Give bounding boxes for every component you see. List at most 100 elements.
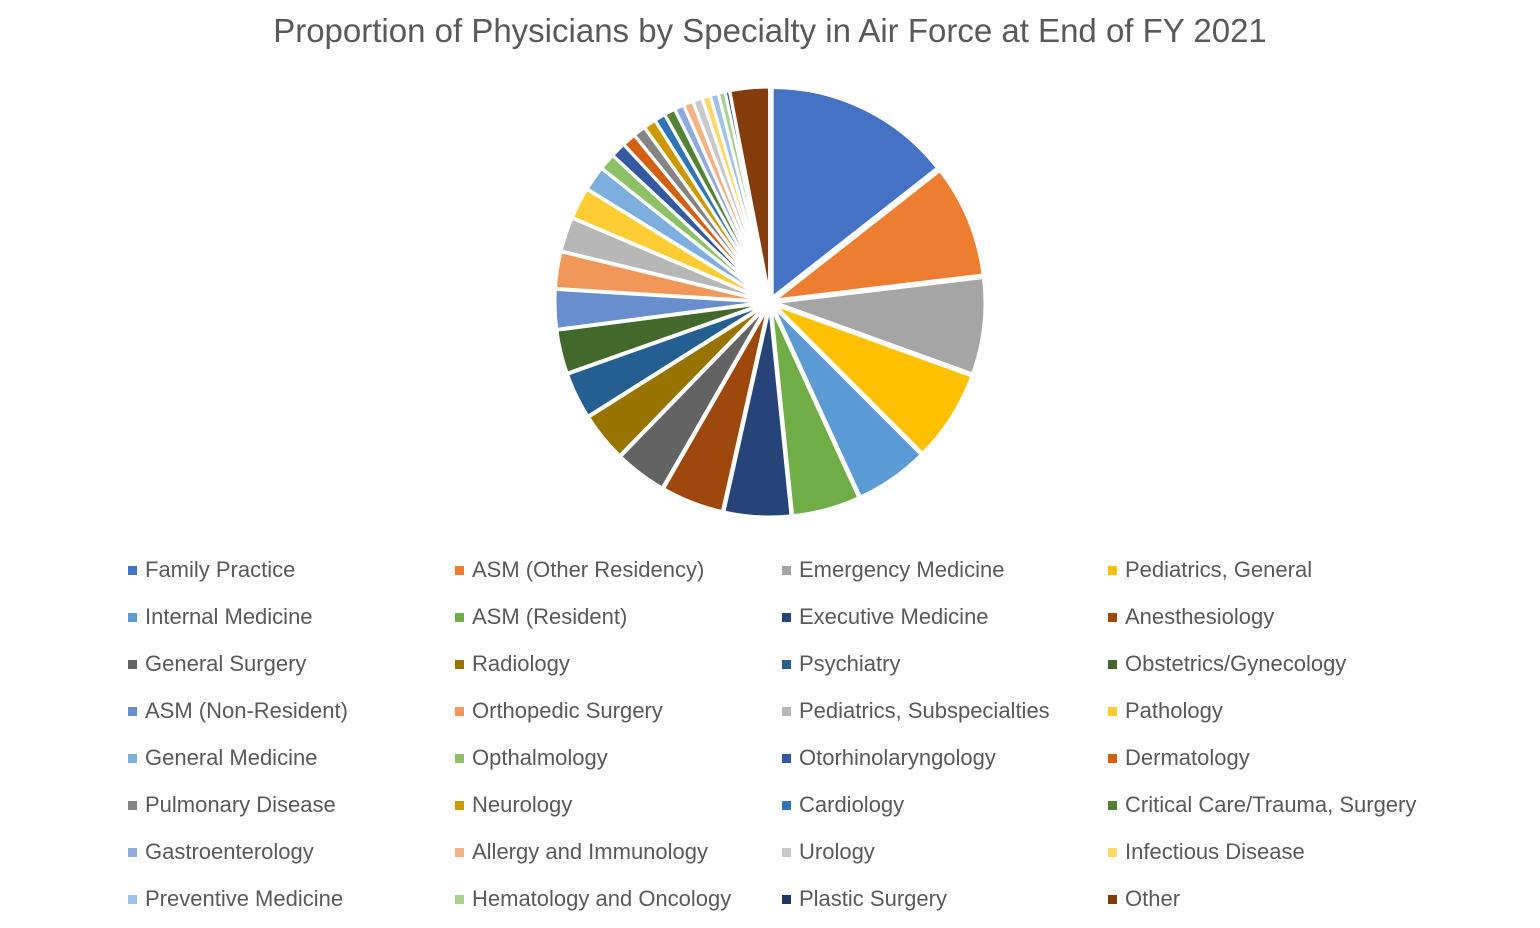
- legend-item: Psychiatry: [782, 646, 1108, 682]
- legend-swatch: [455, 894, 464, 904]
- legend-label: Pediatrics, General: [1125, 557, 1313, 582]
- legend-label: Psychiatry: [799, 651, 901, 676]
- legend-item: Pulmonary Disease: [128, 787, 455, 823]
- legend-label: Gastroenterology: [145, 839, 314, 864]
- legend-swatch: [455, 612, 464, 622]
- legend-label: ASM (Other Residency): [472, 557, 705, 582]
- legend-item: General Medicine: [128, 740, 455, 776]
- pie-slice-6: [722, 305, 793, 519]
- legend-item: Family Practice: [128, 552, 455, 588]
- pie-slice-2: [773, 275, 987, 376]
- legend-item: Neurology: [455, 787, 782, 823]
- legend-label: Allergy and Immunology: [472, 839, 709, 864]
- legend-swatch: [455, 847, 464, 857]
- legend-item: Cardiology: [782, 787, 1108, 823]
- legend-swatch: [782, 753, 791, 763]
- legend-label: Obstetrics/Gynecology: [1125, 651, 1347, 676]
- legend-item: Emergency Medicine: [782, 552, 1108, 588]
- legend-swatch: [128, 753, 137, 763]
- legend-label: General Medicine: [145, 745, 318, 770]
- legend-label: ASM (Non-Resident): [145, 698, 348, 723]
- legend-swatch: [1108, 753, 1117, 763]
- legend-label: Radiology: [472, 651, 570, 676]
- legend-label: Urology: [799, 839, 875, 864]
- legend-label: Otorhinolaryngology: [799, 745, 996, 770]
- legend-label: Executive Medicine: [799, 604, 989, 629]
- legend-item: Pediatrics, Subspecialties: [782, 693, 1108, 729]
- legend-item: Radiology: [455, 646, 782, 682]
- legend-item: Obstetrics/Gynecology: [1108, 646, 1428, 682]
- legend-label: Pathology: [1125, 698, 1223, 723]
- legend-label: Emergency Medicine: [799, 557, 1005, 582]
- legend-item: ASM (Other Residency): [455, 552, 782, 588]
- legend-swatch: [1108, 565, 1117, 575]
- legend-label: Infectious Disease: [1125, 839, 1305, 864]
- legend-swatch: [782, 612, 791, 622]
- legend-item: ASM (Resident): [455, 599, 782, 635]
- legend-swatch: [455, 659, 464, 669]
- legend-item: Urology: [782, 834, 1108, 870]
- legend-item: Pathology: [1108, 693, 1428, 729]
- legend-label: Cardiology: [799, 792, 905, 817]
- legend-swatch: [782, 894, 791, 904]
- legend-swatch: [1108, 800, 1117, 810]
- legend-swatch: [128, 659, 137, 669]
- legend-label: Neurology: [472, 792, 573, 817]
- legend-label: Anesthesiology: [1125, 604, 1275, 629]
- legend-item: Dermatology: [1108, 740, 1428, 776]
- legend-swatch: [1108, 847, 1117, 857]
- legend-label: Pulmonary Disease: [145, 792, 336, 817]
- legend-swatch: [128, 612, 137, 622]
- legend-label: Pediatrics, Subspecialties: [799, 698, 1050, 723]
- legend-item: Preventive Medicine: [128, 881, 455, 917]
- legend-item: Pediatrics, General: [1108, 552, 1428, 588]
- legend-item: Gastroenterology: [128, 834, 455, 870]
- legend-swatch: [1108, 659, 1117, 669]
- pie-chart: [553, 85, 987, 519]
- legend-item: Hematology and Oncology: [455, 881, 782, 917]
- legend-label: Orthopedic Surgery: [472, 698, 663, 723]
- legend-label: Other: [1125, 886, 1181, 911]
- pie-slice-4: [771, 304, 923, 499]
- legend-swatch: [455, 565, 464, 575]
- legend-swatch: [1108, 706, 1117, 716]
- legend-label: Hematology and Oncology: [472, 886, 732, 911]
- legend-swatch: [782, 565, 791, 575]
- pie-slice-1: [773, 169, 985, 302]
- legend-swatch: [455, 706, 464, 716]
- legend-item: Infectious Disease: [1108, 834, 1428, 870]
- legend-item: Internal Medicine: [128, 599, 455, 635]
- chart-legend: Family Practice ASM (Other Residency) Emer…: [128, 552, 1468, 928]
- legend-swatch: [455, 753, 464, 763]
- legend-label: Dermatology: [1125, 745, 1250, 770]
- legend-swatch: [128, 800, 137, 810]
- legend-swatch: [1108, 612, 1117, 622]
- chart-title: Proportion of Physicians by Specialty in…: [273, 12, 1267, 49]
- legend-item: General Surgery: [128, 646, 455, 682]
- legend-item: Critical Care/Trauma, Surgery: [1108, 787, 1428, 823]
- legend-item: Otorhinolaryngology: [782, 740, 1108, 776]
- legend-label: Plastic Surgery: [799, 886, 947, 911]
- legend-item: Executive Medicine: [782, 599, 1108, 635]
- legend-item: Anesthesiology: [1108, 599, 1428, 635]
- legend-swatch: [455, 800, 464, 810]
- legend-swatch: [782, 706, 791, 716]
- legend-label: Critical Care/Trauma, Surgery: [1125, 792, 1417, 817]
- legend-swatch: [128, 847, 137, 857]
- pie-slice-3: [772, 303, 974, 455]
- legend-swatch: [1108, 894, 1117, 904]
- legend-label: Family Practice: [145, 557, 296, 582]
- legend-label: Preventive Medicine: [145, 886, 344, 911]
- legend-swatch: [782, 659, 791, 669]
- legend-swatch: [782, 800, 791, 810]
- legend-swatch: [782, 847, 791, 857]
- legend-label: Internal Medicine: [145, 604, 313, 629]
- legend-label: ASM (Resident): [472, 604, 628, 629]
- legend-swatch: [128, 894, 137, 904]
- pie-slice-0: [770, 86, 939, 300]
- legend-label: Opthalmology: [472, 745, 608, 770]
- legend-item: Opthalmology: [455, 740, 782, 776]
- legend-swatch: [128, 706, 137, 716]
- legend-item: Other: [1108, 881, 1428, 917]
- legend-swatch: [128, 565, 137, 575]
